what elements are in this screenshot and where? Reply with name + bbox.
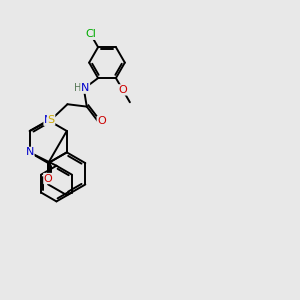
Text: Cl: Cl bbox=[85, 29, 96, 39]
Text: S: S bbox=[47, 115, 55, 125]
Text: O: O bbox=[97, 116, 106, 127]
Text: N: N bbox=[26, 147, 34, 158]
Text: H: H bbox=[74, 83, 81, 93]
Text: O: O bbox=[44, 173, 52, 184]
Text: N: N bbox=[81, 83, 89, 93]
Text: O: O bbox=[118, 85, 127, 95]
Text: N: N bbox=[44, 115, 52, 125]
